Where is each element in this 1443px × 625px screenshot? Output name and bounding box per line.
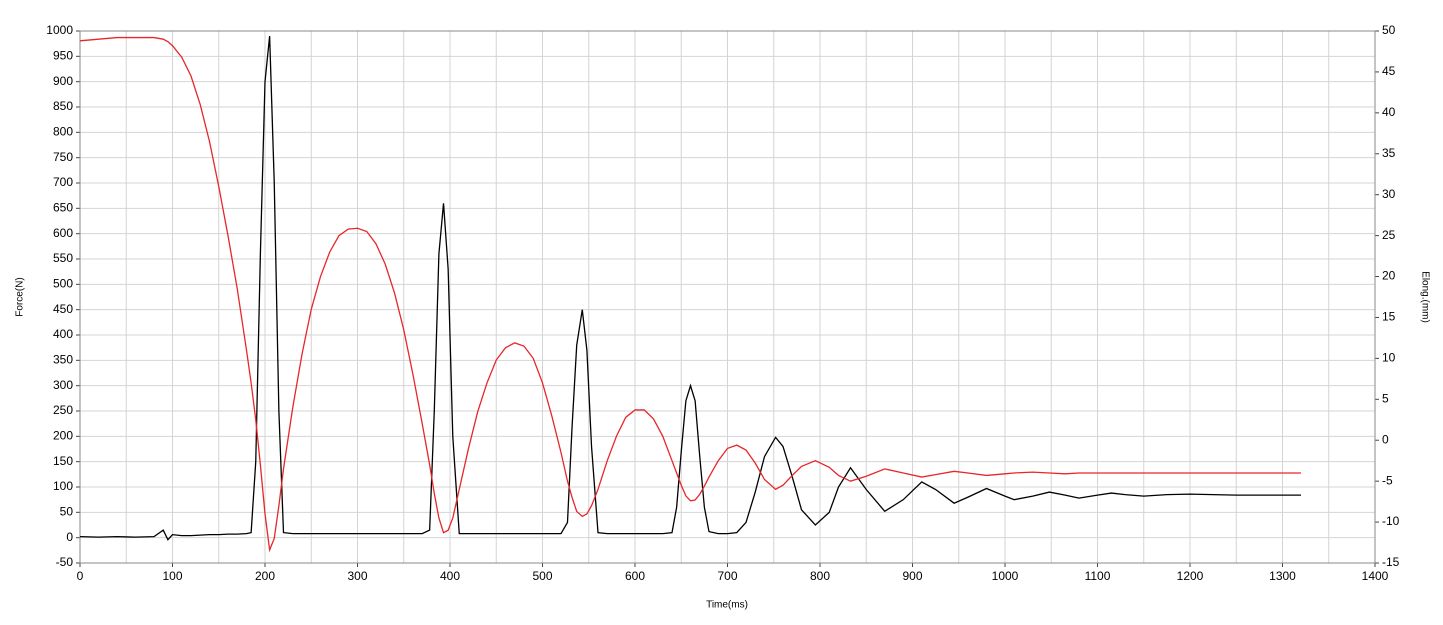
y-tick-label: 200 [53,429,73,443]
y2-tick-label: 15 [1382,310,1396,324]
x-tick-label: 400 [440,569,460,583]
y2-tick-label: 5 [1382,391,1389,405]
x-tick-label: 500 [532,569,552,583]
x-tick-label: 700 [717,569,737,583]
y-tick-label: 0 [66,530,73,544]
y2-tick-label: 0 [1382,432,1389,446]
plot-frame [79,30,1376,564]
y2-tick-label: 10 [1382,351,1396,365]
x-tick-label: 1200 [1177,569,1204,583]
x-tick-label: 1400 [1362,569,1389,583]
y-tick-label: 150 [53,454,73,468]
data-line [79,36,1301,541]
y-tick-label: 1000 [46,23,73,37]
x-axis-label: Time(ms) [706,600,748,611]
x-tick-label: 0 [77,569,84,583]
x-tick-label: 1000 [992,569,1019,583]
y2-tick-label: -5 [1382,473,1393,487]
y-tick-label: 900 [53,74,73,88]
x-tick-label: 100 [162,569,182,583]
y2-tick-label: 30 [1382,187,1396,201]
y-tick-label: 650 [53,201,73,215]
y2-tick-label: 45 [1382,64,1396,78]
x-tick-label: 300 [347,569,367,583]
x-tick-label: 200 [255,569,275,583]
x-tick-label: 900 [902,569,922,583]
y-tick-label: 850 [53,99,73,113]
y2-tick-label: 40 [1382,105,1396,119]
y-tick-label: 750 [53,150,73,164]
y-tick-label: 600 [53,226,73,240]
y-tick-label: 500 [53,277,73,291]
x-tick-label: 800 [810,569,830,583]
y2-tick-label: 50 [1382,23,1396,37]
y-tick-label: 550 [53,251,73,265]
x-tick-label: 1300 [1269,569,1296,583]
x-tick-label: 1100 [1085,569,1111,583]
y-tick-label: 950 [53,49,73,63]
y-tick-label: 800 [53,125,73,139]
y-tick-label: 250 [53,403,73,417]
y-tick-label: 450 [53,302,73,316]
y2-axis-label: Elong.(mm) [1419,271,1430,323]
data-line [79,36,1301,553]
x-tick-label: 600 [625,569,645,583]
y-tick-label: 300 [53,378,73,392]
y2-tick-label: 20 [1382,269,1396,283]
y2-tick-label: 25 [1382,228,1396,242]
y-axis-label: Force(N) [15,277,26,316]
y-tick-label: 350 [53,353,73,367]
y-tick-label: 700 [53,175,73,189]
y2-tick-label: -15 [1382,555,1400,569]
y2-tick-label: 35 [1382,146,1396,160]
y-tick-label: -50 [56,555,74,569]
y-tick-label: 100 [53,479,73,493]
y-tick-label: 50 [60,505,74,519]
y2-tick-label: -10 [1382,514,1400,528]
y-tick-label: 400 [53,327,73,341]
